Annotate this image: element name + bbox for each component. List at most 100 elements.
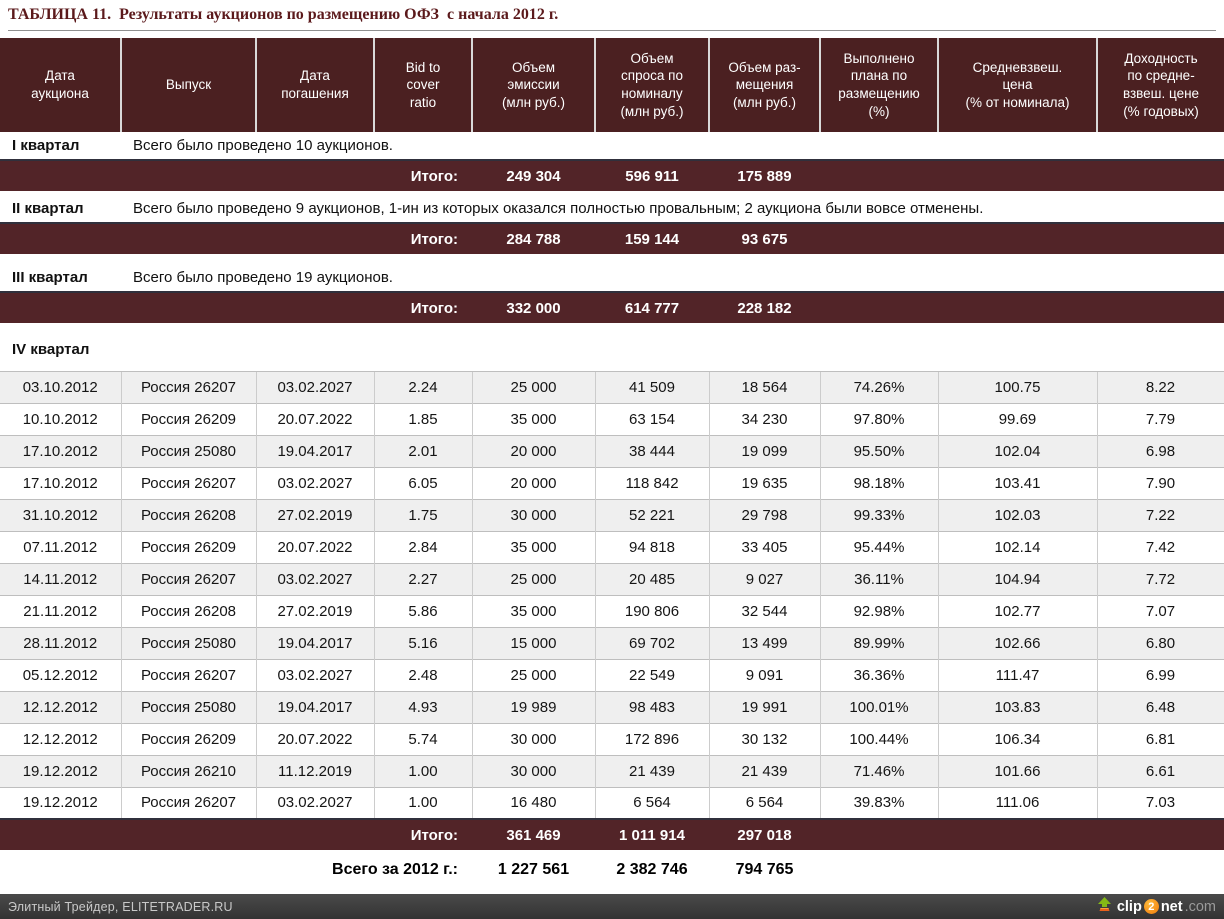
table-row: 12.12.2012 Россия 26209 20.07.2022 5.74 30 0… — [0, 722, 1224, 755]
spacer-row — [0, 191, 1224, 195]
avg-weighted-price-cell: 102.04 — [937, 434, 1097, 467]
maturity-date-cell: 19.04.2017 — [255, 690, 374, 723]
quarter-note: Всего было проведено 10 аукционов. — [121, 132, 1224, 160]
avg-weighted-price-cell: 103.41 — [937, 466, 1097, 499]
placement-volume-cell: 13 499 — [708, 626, 820, 659]
emission-volume-cell: 20 000 — [471, 466, 595, 499]
bid-to-cover-cell: 1.00 — [373, 754, 472, 787]
bid-to-cover-cell: 5.16 — [373, 626, 472, 659]
emission-volume-cell: 30 000 — [471, 722, 595, 755]
emission-volume-cell: 19 989 — [471, 690, 595, 723]
table-row: 12.12.2012 Россия 25080 19.04.2017 4.93 19 9… — [0, 690, 1224, 723]
placement-volume-cell: 9 091 — [708, 658, 820, 691]
issue-cell: Россия 25080 — [120, 690, 256, 723]
table-row: 28.11.2012 Россия 25080 19.04.2017 5.16 15 0… — [0, 626, 1224, 659]
spacer-row — [0, 363, 1224, 371]
maturity-date-cell: 20.07.2022 — [255, 530, 374, 563]
placement-volume-cell: 29 798 — [708, 498, 820, 531]
auction-date-cell: 19.12.2012 — [0, 754, 121, 787]
column-header-3: Дата погашения — [255, 38, 374, 132]
bid-to-cover-cell: 2.48 — [373, 658, 472, 691]
plan-fulfilled-cell: 71.46% — [819, 754, 938, 787]
auction-results-table: Дата аукциона Выпуск Дата погашения Bid to … — [0, 38, 1224, 887]
auction-date-cell: 14.11.2012 — [0, 562, 121, 595]
auction-date-cell: 17.10.2012 — [0, 466, 121, 499]
yield-cell: 6.48 — [1096, 690, 1224, 723]
spacer-row — [0, 323, 1224, 335]
placement-volume-cell: 6 564 — [708, 786, 820, 820]
issue-cell: Россия 26207 — [120, 370, 256, 403]
total-filler — [820, 291, 1224, 323]
page-title: ТАБЛИЦА 11. Результаты аукционов по разм… — [8, 6, 559, 23]
placement-volume-cell: 34 230 — [708, 402, 820, 435]
avg-weighted-price-cell: 111.06 — [937, 786, 1097, 820]
plan-fulfilled-cell: 74.26% — [819, 370, 938, 403]
quarter-row: I квартал Всего было проведено 10 аукцион… — [0, 132, 1224, 160]
table-row: 05.12.2012 Россия 26207 03.02.2027 2.48 25 0… — [0, 658, 1224, 691]
issue-cell: Россия 26207 — [120, 466, 256, 499]
column-header-5: Объем эмиссии (млн руб.) — [471, 38, 595, 132]
placement-volume-cell: 32 544 — [708, 594, 820, 627]
yield-cell: 6.81 — [1096, 722, 1224, 755]
table-row: 07.11.2012 Россия 26209 20.07.2022 2.84 35 0… — [0, 530, 1224, 563]
column-header-1: Дата аукциона — [0, 38, 121, 132]
placement-volume-cell: 18 564 — [708, 370, 820, 403]
upload-arrow-icon — [1097, 897, 1112, 916]
issue-cell: Россия 26209 — [120, 402, 256, 435]
placement-volume-cell: 19 099 — [708, 434, 820, 467]
demand-volume-cell: 63 154 — [594, 402, 709, 435]
maturity-date-cell: 19.04.2017 — [255, 434, 374, 467]
maturity-date-cell: 27.02.2019 — [255, 594, 374, 627]
total-label: Итого: — [0, 222, 472, 254]
title-bar: ТАБЛИЦА 11. Результаты аукционов по разм… — [0, 0, 1224, 31]
yield-cell: 7.07 — [1096, 594, 1224, 627]
total-filler — [820, 818, 1224, 850]
maturity-date-cell: 03.02.2027 — [255, 466, 374, 499]
total-label: Итого: — [0, 291, 472, 323]
demand-volume-cell: 94 818 — [594, 530, 709, 563]
placement-volume-cell: 19 635 — [708, 466, 820, 499]
yield-cell: 7.22 — [1096, 498, 1224, 531]
total-emission: 332 000 — [472, 291, 595, 323]
maturity-date-cell: 20.07.2022 — [255, 402, 374, 435]
auction-date-cell: 17.10.2012 — [0, 434, 121, 467]
total-label: Итого: — [0, 818, 472, 850]
maturity-date-cell: 03.02.2027 — [255, 562, 374, 595]
avg-weighted-price-cell: 111.47 — [937, 658, 1097, 691]
table-row: 17.10.2012 Россия 25080 19.04.2017 2.01 20 0… — [0, 434, 1224, 467]
column-header-10: Доходность по средне- взвеш. цене (% год… — [1096, 38, 1224, 132]
avg-weighted-price-cell: 103.83 — [937, 690, 1097, 723]
bid-to-cover-cell: 2.84 — [373, 530, 472, 563]
grand-demand: 2 382 746 — [595, 853, 709, 887]
clip2net-logo-link[interactable]: clip 2 net .com — [1097, 897, 1224, 916]
logo-text-clip: clip — [1116, 898, 1142, 915]
plan-fulfilled-cell: 98.18% — [819, 466, 938, 499]
bid-to-cover-cell: 4.93 — [373, 690, 472, 723]
maturity-date-cell: 20.07.2022 — [255, 722, 374, 755]
demand-volume-cell: 6 564 — [594, 786, 709, 820]
plan-fulfilled-cell: 100.44% — [819, 722, 938, 755]
quarter-label: I квартал — [0, 132, 121, 160]
yield-cell: 7.42 — [1096, 530, 1224, 563]
emission-volume-cell: 30 000 — [471, 754, 595, 787]
yield-cell: 8.22 — [1096, 370, 1224, 403]
quarter-row: IV квартал — [0, 335, 1224, 363]
total-filler — [820, 222, 1224, 254]
demand-volume-cell: 52 221 — [594, 498, 709, 531]
spacer-cell — [0, 191, 1224, 195]
avg-weighted-price-cell: 102.14 — [937, 530, 1097, 563]
issue-cell: Россия 26210 — [120, 754, 256, 787]
total-demand: 596 911 — [595, 159, 709, 191]
placement-volume-cell: 33 405 — [708, 530, 820, 563]
grand-filler — [820, 853, 1224, 887]
maturity-date-cell: 19.04.2017 — [255, 626, 374, 659]
yield-cell: 7.03 — [1096, 786, 1224, 820]
emission-volume-cell: 15 000 — [471, 626, 595, 659]
table-header-row: Дата аукциона Выпуск Дата погашения Bid to … — [0, 38, 1224, 132]
total-filler — [820, 159, 1224, 191]
yield-cell: 7.79 — [1096, 402, 1224, 435]
maturity-date-cell: 03.02.2027 — [255, 658, 374, 691]
issue-cell: Россия 26208 — [120, 594, 256, 627]
issue-cell: Россия 26207 — [120, 562, 256, 595]
